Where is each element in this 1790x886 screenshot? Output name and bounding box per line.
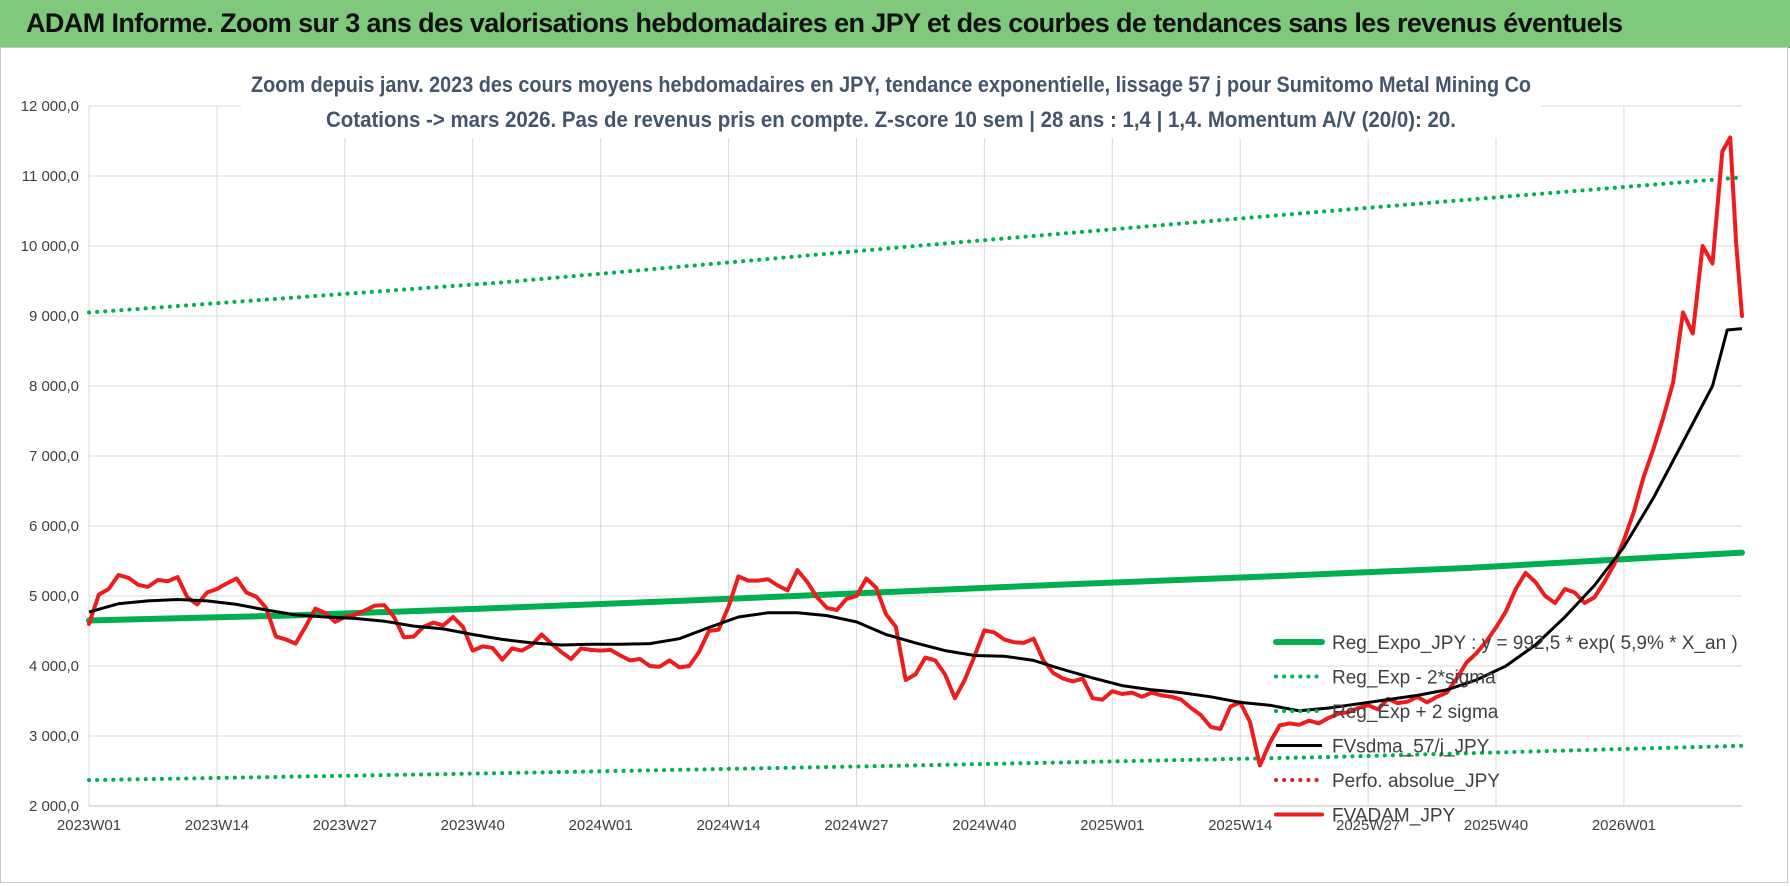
series-line-3 xyxy=(88,327,1743,713)
x-tick-label: 2025W01 xyxy=(1080,817,1144,834)
y-tick-label: 12 000,0 xyxy=(21,98,79,115)
x-tick-label: 2026W01 xyxy=(1592,817,1656,834)
legend-label: Reg_Expo_JPY : y = 992,5 * exp( 5,9% * X… xyxy=(1332,633,1738,654)
y-tick-label: 4 000,0 xyxy=(29,658,79,675)
series-line-2 xyxy=(87,175,1744,315)
report-banner: ADAM Informe. Zoom sur 3 ans des valoris… xyxy=(0,0,1790,48)
y-tick-label: 3 000,0 xyxy=(29,728,79,745)
x-tick-label: 2025W40 xyxy=(1464,817,1528,834)
series-layer xyxy=(86,135,1745,783)
x-tick-label: 2023W01 xyxy=(57,817,121,834)
y-tick-label: 5 000,0 xyxy=(29,588,79,605)
x-tick-label: 2023W40 xyxy=(441,817,505,834)
report-title: ADAM Informe. Zoom sur 3 ans des valoris… xyxy=(26,8,1623,38)
y-tick-label: 7 000,0 xyxy=(29,448,79,465)
series-line-1 xyxy=(87,743,1744,783)
y-tick-label: 8 000,0 xyxy=(29,378,79,395)
axis-layer: 2 000,0 3 000,0 4 000,0 5 000,0 6 000,0 7 000… xyxy=(21,98,1742,834)
x-tick-label: 2024W14 xyxy=(696,817,760,834)
x-tick-label: 2024W40 xyxy=(952,817,1016,834)
y-tick-label: 2 000,0 xyxy=(29,798,79,815)
legend-label: Reg_Exp + 2 sigma xyxy=(1332,702,1499,723)
x-tick-label: 2025W14 xyxy=(1208,817,1272,834)
legend-label: FVsdma_57/j_JPY xyxy=(1332,737,1490,758)
subtitle-background xyxy=(241,66,1541,138)
x-tick-label: 2024W27 xyxy=(824,817,888,834)
chart-frame: 2 000,0 3 000,0 4 000,0 5 000,0 6 000,0 7 000… xyxy=(0,47,1788,883)
x-tick-label: 2024W01 xyxy=(569,817,633,834)
x-tick-label: 2023W27 xyxy=(313,817,377,834)
y-tick-label: 11 000,0 xyxy=(22,168,79,185)
legend-label: Reg_Exp - 2*sigma xyxy=(1332,668,1496,689)
x-tick-label: 2023W14 xyxy=(185,817,249,834)
legend-label: FVADAM_JPY xyxy=(1332,806,1456,827)
y-tick-label: 6 000,0 xyxy=(29,518,79,535)
chart-subtitle-line2: Cotations -> mars 2026. Pas de revenus p… xyxy=(326,107,1456,132)
y-tick-label: 9 000,0 xyxy=(29,308,79,325)
chart-subtitle-line1: Zoom depuis janv. 2023 des cours moyens … xyxy=(251,72,1531,97)
series-line-5 xyxy=(87,135,1744,768)
x-tick-label: 2025W27 xyxy=(1336,817,1400,834)
legend: Reg_Expo_JPY : y = 992,5 * exp( 5,9% * X… xyxy=(1273,633,1738,827)
legend-label: Perfo. absolue_JPY xyxy=(1332,771,1500,792)
line-chart: 2 000,0 3 000,0 4 000,0 5 000,0 6 000,0 7 000… xyxy=(1,48,1787,882)
y-tick-label: 10 000,0 xyxy=(21,238,79,255)
